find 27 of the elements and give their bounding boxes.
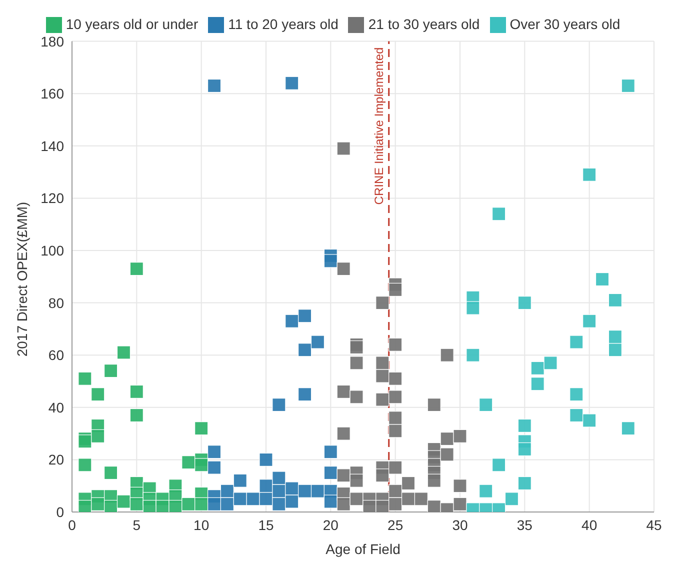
x-tick-label: 40 <box>582 516 598 533</box>
x-tick-label: 35 <box>516 516 533 533</box>
y-tick-label: 100 <box>40 242 64 258</box>
x-tick-label: 45 <box>646 516 662 533</box>
y-tick-label: 140 <box>40 138 64 154</box>
x-tick-label: 5 <box>132 516 141 533</box>
y-tick-label: 160 <box>40 86 64 102</box>
x-tick-label: 25 <box>388 516 404 533</box>
x-axis-title: Age of Field <box>326 540 400 557</box>
y-axis-title: 2017 Direct OPEX(£MM) <box>14 202 30 357</box>
legend-label: Over 30 years old <box>510 16 620 32</box>
legend-label: 21 to 30 years old <box>368 16 480 32</box>
y-tick-label: 0 <box>56 504 64 520</box>
x-tick-label: 10 <box>194 516 210 533</box>
y-tick-label: 180 <box>40 33 64 50</box>
x-tick-label: 30 <box>452 516 468 533</box>
y-tick-label: 80 <box>48 294 64 311</box>
legend-label: 10 years old or under <box>66 16 198 32</box>
y-tick-label: 120 <box>40 190 64 206</box>
y-tick-label: 40 <box>48 399 64 416</box>
x-tick-label: 0 <box>68 516 76 533</box>
ref-line-label: CRINE Initiative Implemented <box>372 47 386 205</box>
x-tick-label: 15 <box>258 516 274 533</box>
y-tick-label: 60 <box>48 347 64 364</box>
legend-label: 11 to 20 years old <box>228 16 338 32</box>
x-tick-label: 20 <box>322 516 339 533</box>
y-tick-label: 20 <box>48 452 64 468</box>
